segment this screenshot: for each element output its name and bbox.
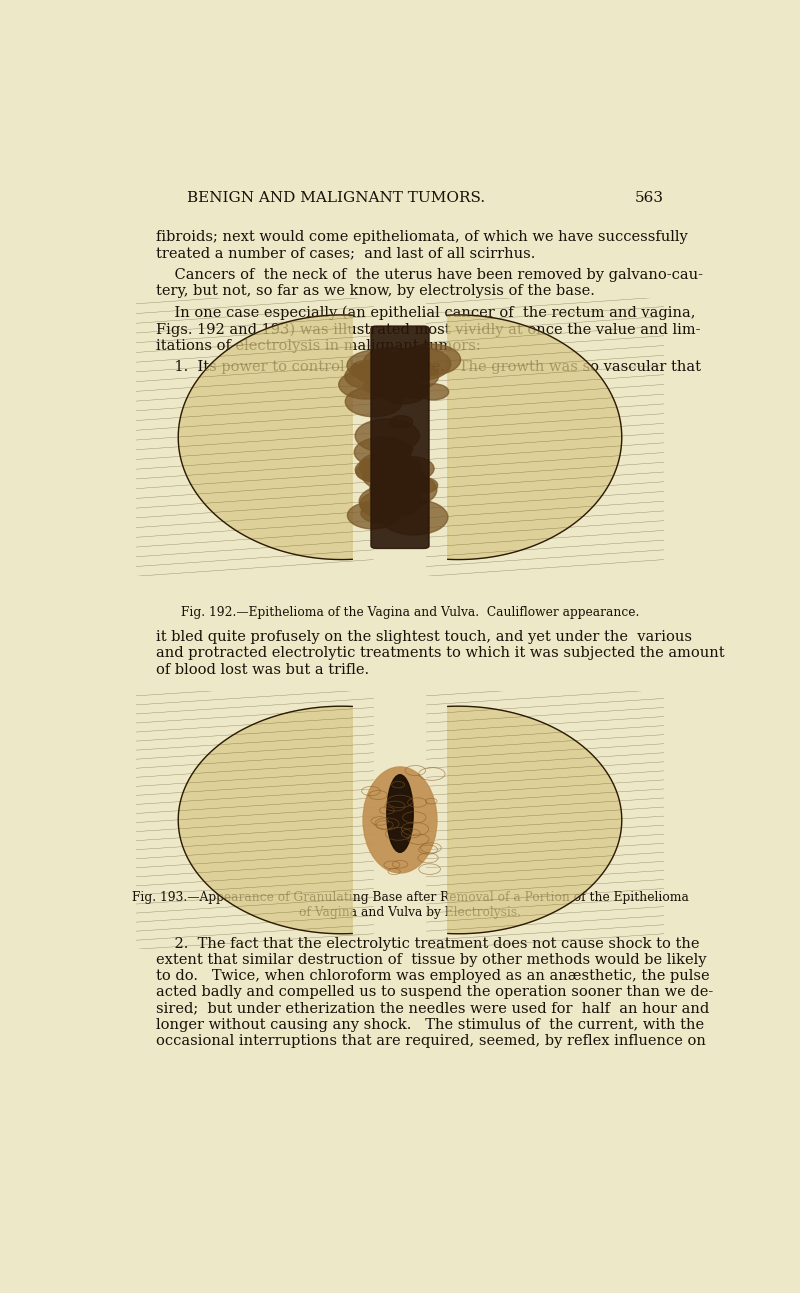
Circle shape	[359, 451, 415, 481]
Text: fibroids; next would come epitheliomata, of which we have successfully: fibroids; next would come epitheliomata,…	[156, 230, 687, 244]
Text: of blood lost was but a trifle.: of blood lost was but a trifle.	[156, 662, 369, 676]
Text: Cancers of  the neck of  the uterus have been removed by galvano-cau-: Cancers of the neck of the uterus have b…	[156, 268, 702, 282]
Text: acted badly and compelled us to suspend the operation sooner than we de-: acted badly and compelled us to suspend …	[156, 985, 713, 999]
Circle shape	[390, 443, 413, 455]
Text: BENIGN AND MALIGNANT TUMORS.: BENIGN AND MALIGNANT TUMORS.	[186, 191, 485, 206]
Circle shape	[361, 503, 398, 522]
Circle shape	[356, 462, 394, 482]
Polygon shape	[448, 706, 622, 934]
Circle shape	[345, 363, 394, 389]
Circle shape	[393, 487, 421, 502]
Text: and protracted electrolytic treatments to which it was subjected the amount: and protracted electrolytic treatments t…	[156, 646, 725, 661]
Text: 1.  Its power to control hemorrhage.   The growth was so vascular that: 1. Its power to control hemorrhage. The …	[156, 361, 701, 375]
FancyBboxPatch shape	[371, 326, 429, 548]
Text: tery, but not, so far as we know, by electrolysis of the base.: tery, but not, so far as we know, by ele…	[156, 284, 594, 299]
Text: treated a number of cases;  and last of all scirrhus.: treated a number of cases; and last of a…	[156, 246, 535, 260]
Circle shape	[374, 489, 418, 512]
Circle shape	[396, 459, 421, 472]
Circle shape	[394, 361, 419, 374]
Text: to do.   Twice, when chloroform was employed as an anæsthetic, the pulse: to do. Twice, when chloroform was employ…	[156, 968, 710, 983]
Circle shape	[395, 486, 419, 499]
Text: itations of electrolysis in malignant tumors:: itations of electrolysis in malignant tu…	[156, 339, 481, 353]
Circle shape	[382, 380, 426, 403]
Circle shape	[401, 344, 461, 375]
Text: Figs. 192 and 193) was illustrated most vividly at once the value and lim-: Figs. 192 and 193) was illustrated most …	[156, 322, 700, 336]
Text: sired;  but under etherization the needles were used for  half  an hour and: sired; but under etherization the needle…	[156, 1002, 709, 1015]
Circle shape	[379, 359, 439, 390]
Circle shape	[390, 415, 413, 428]
Circle shape	[355, 359, 402, 384]
Circle shape	[403, 385, 428, 398]
Circle shape	[363, 380, 388, 393]
Circle shape	[370, 459, 421, 485]
Polygon shape	[448, 315, 622, 560]
Circle shape	[362, 459, 422, 491]
Text: In one case especially (an epithelial cancer of  the rectum and vagina,: In one case especially (an epithelial ca…	[156, 306, 695, 321]
Text: Fig. 192.—Epithelioma of the Vagina and Vulva.  Cauliflower appearance.: Fig. 192.—Epithelioma of the Vagina and …	[181, 606, 639, 619]
Circle shape	[347, 502, 398, 529]
Circle shape	[388, 361, 431, 384]
Circle shape	[346, 387, 402, 416]
Text: it bled quite profusely on the slightest touch, and yet under the  various: it bled quite profusely on the slightest…	[156, 630, 692, 644]
Circle shape	[418, 384, 449, 400]
Circle shape	[364, 499, 399, 517]
Circle shape	[355, 419, 419, 453]
Text: Fig. 193.—Appearance of Granulating Base after Removal of a Portion of the Epith: Fig. 193.—Appearance of Granulating Base…	[131, 891, 689, 919]
Polygon shape	[178, 706, 352, 934]
Circle shape	[355, 458, 402, 482]
Text: occasional interruptions that are required, seemed, by reflex influence on: occasional interruptions that are requir…	[156, 1034, 706, 1047]
Text: 563: 563	[635, 191, 664, 206]
Circle shape	[347, 350, 406, 381]
Text: 2.  The fact that the electrolytic treatment does not cause shock to the: 2. The fact that the electrolytic treatm…	[156, 936, 699, 950]
Circle shape	[351, 361, 385, 378]
Ellipse shape	[363, 767, 437, 873]
Circle shape	[382, 381, 412, 398]
Circle shape	[354, 437, 411, 467]
Circle shape	[363, 348, 419, 376]
Circle shape	[388, 456, 434, 481]
Circle shape	[359, 485, 422, 517]
Circle shape	[408, 477, 438, 493]
Circle shape	[338, 370, 394, 400]
Ellipse shape	[387, 775, 414, 852]
Circle shape	[360, 490, 414, 518]
Circle shape	[387, 348, 450, 380]
Text: longer without causing any shock.   The stimulus of  the current, with the: longer without causing any shock. The st…	[156, 1018, 704, 1032]
Polygon shape	[178, 315, 352, 560]
Text: extent that similar destruction of  tissue by other methods would be likely: extent that similar destruction of tissu…	[156, 953, 706, 967]
Circle shape	[366, 462, 414, 486]
Circle shape	[381, 499, 448, 535]
Circle shape	[370, 472, 437, 507]
